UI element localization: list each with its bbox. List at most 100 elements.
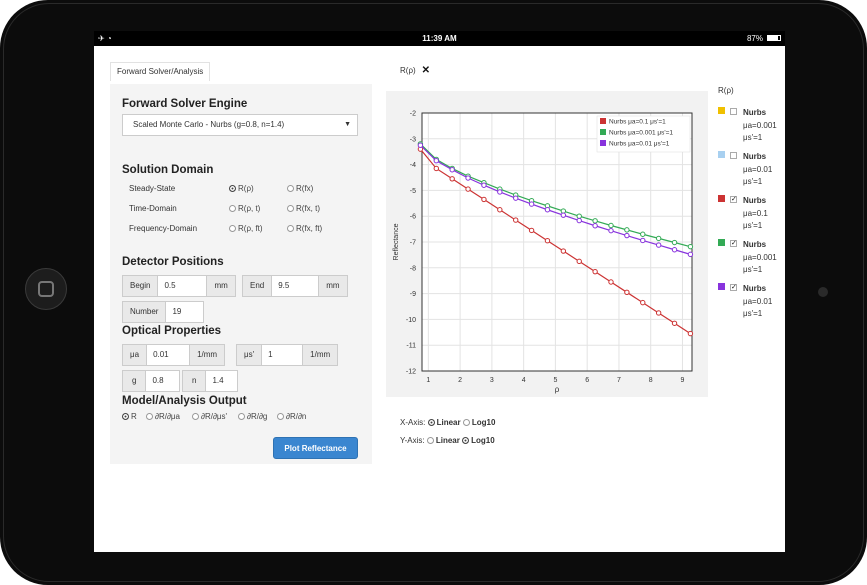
radio-selected-icon (229, 185, 236, 192)
chart-svg: 1 2 3 4 5 6 7 8 9 -2 -3 -4 -5 -6 -7 -8 -9 -10 -11 -12 ρ Refle… (393, 111, 694, 394)
series-label: Nurbs μa=0.01 μs'=1 (743, 283, 785, 321)
engine-selected-value: Scaled Monte Carlo - Nurbs (g=0.8, n=1.4… (133, 120, 285, 129)
radio-label: R(ρ) (238, 184, 254, 193)
series-checkbox[interactable]: ✓ (730, 284, 737, 291)
x-axis-log10-radio[interactable]: Log10 (462, 418, 495, 427)
y-axis-label: Y-Axis: (400, 436, 425, 445)
series-name: Nurbs (743, 284, 767, 293)
radio-r-rho-ft[interactable]: R(ρ, ft) (229, 224, 263, 233)
status-time: 11:39 AM (422, 34, 457, 43)
data-point (671, 247, 678, 253)
output-radio-dmua[interactable]: ∂R/∂μa (146, 412, 180, 421)
data-point (655, 310, 662, 316)
data-point (497, 207, 503, 213)
output-radio-dg[interactable]: ∂R/∂g (238, 412, 267, 421)
data-point (687, 330, 694, 337)
series-line2: μs'=1 (743, 221, 763, 230)
radio-r-fx-t[interactable]: R(fx, t) (287, 204, 320, 213)
plot-series-title: R(ρ) (718, 86, 734, 95)
output-radio-dmusp[interactable]: ∂R/∂μs' (192, 412, 227, 421)
series-line1: μa=0.001 (743, 252, 777, 262)
radio-r-fx[interactable]: R(fx) (287, 184, 313, 193)
radio-icon (462, 419, 470, 426)
data-point (592, 268, 598, 275)
domain-label-frequency: Frequency-Domain (129, 224, 198, 233)
mua-input[interactable]: 0.01 (147, 344, 190, 366)
data-point (624, 227, 630, 233)
radio-r-rho[interactable]: R(ρ) (229, 184, 254, 193)
chevron-down-icon: ▼ (344, 121, 351, 128)
plot-reflectance-button[interactable]: Plot Reflectance (273, 437, 358, 459)
engine-title: Forward Solver Engine (122, 98, 248, 110)
series-line1: μa=0.01 (743, 164, 773, 174)
data-point (640, 231, 646, 237)
data-point (687, 251, 694, 258)
series-checkbox[interactable]: ✓ (730, 240, 737, 247)
begin-label: Begin (122, 275, 159, 297)
y-tick-label: -5 (410, 188, 416, 195)
output-radio-dn[interactable]: ∂R/∂n (277, 412, 306, 421)
mua-label: μa (122, 344, 148, 366)
y-tick-label: -4 (410, 162, 416, 169)
x-tick-label: 3 (490, 377, 494, 384)
end-input[interactable]: 9.5 (272, 275, 319, 297)
x-axis-title: ρ (555, 385, 560, 394)
y-axis-linear-radio[interactable]: Linear (426, 436, 460, 445)
radio-r-fx-ft[interactable]: R(fx, ft) (287, 224, 322, 233)
y-axis-log10-radio[interactable]: Log10 (462, 436, 495, 445)
close-icon[interactable]: ✕ (421, 65, 431, 76)
status-bar: ✈ ◔ 11:39 AM 87% (94, 31, 785, 46)
series-line1: μa=0.01 (743, 296, 773, 306)
radio-label: R (131, 412, 137, 421)
home-button[interactable] (25, 268, 67, 310)
detector-begin-group: Begin 0.5 mm (122, 275, 236, 297)
x-tick-label: 1 (426, 377, 430, 384)
series-name: Nurbs (743, 240, 767, 249)
radio-label: ∂R/∂μa (155, 412, 180, 421)
engine-select[interactable]: Scaled Monte Carlo - Nurbs (g=0.8, n=1.4… (122, 114, 358, 136)
series-color-swatch (718, 107, 725, 114)
data-point (655, 235, 662, 242)
radio-icon (238, 413, 245, 420)
number-input[interactable]: 19 (166, 301, 205, 323)
output-title: Model/Analysis Output (122, 395, 247, 407)
data-point (624, 232, 630, 239)
y-tick-label: -3 (410, 136, 416, 143)
end-label: End (242, 275, 273, 297)
y-tick-label: -10 (406, 317, 416, 324)
end-unit: mm (318, 275, 348, 297)
data-point (655, 242, 662, 248)
series-line1: μa=0.001 (743, 120, 777, 130)
series-checkbox[interactable] (730, 152, 737, 159)
tab-reflectance-plot[interactable]: R(ρ) ✕ (400, 65, 430, 76)
data-point (465, 186, 471, 192)
begin-input[interactable]: 0.5 (158, 275, 207, 297)
battery-icon (767, 35, 781, 41)
x-axis-linear-radio[interactable]: Linear (427, 418, 461, 427)
tab-forward-solver[interactable]: Forward Solver/Analysis (110, 62, 211, 81)
series-line2: μs'=1 (743, 133, 763, 142)
series-checkbox[interactable] (730, 108, 737, 115)
radio-r-rho-t[interactable]: R(ρ, t) (229, 204, 260, 213)
home-icon (38, 281, 54, 297)
tab-reflectance-label: R(ρ) (400, 66, 416, 75)
screen: ✈ ◔ 11:39 AM 87% Forward Solver/Analysis… (94, 31, 785, 552)
series-checkbox[interactable]: ✓ (730, 196, 737, 203)
y-axis-title: Reflectance (393, 223, 400, 260)
n-input[interactable]: 1.4 (206, 370, 239, 392)
x-tick-label: 6 (585, 377, 589, 384)
g-input[interactable]: 0.8 (146, 370, 181, 392)
tablet-rim (3, 3, 864, 582)
output-radio-r[interactable]: R (122, 412, 137, 421)
y-tick-label: -6 (410, 214, 416, 221)
musp-input[interactable]: 1 (262, 344, 303, 366)
series-line (419, 144, 691, 255)
radio-label: Linear (436, 418, 461, 427)
series-color-swatch (718, 283, 725, 290)
musp-unit: 1/mm (302, 344, 339, 366)
series-name: Nurbs (743, 108, 767, 117)
data-point (449, 167, 455, 173)
legend-label: Nurbs μa=0.1 μs'=1 (609, 119, 666, 126)
data-point (608, 222, 614, 229)
legend-label: Nurbs μa=0.001 μs'=1 (609, 130, 673, 137)
